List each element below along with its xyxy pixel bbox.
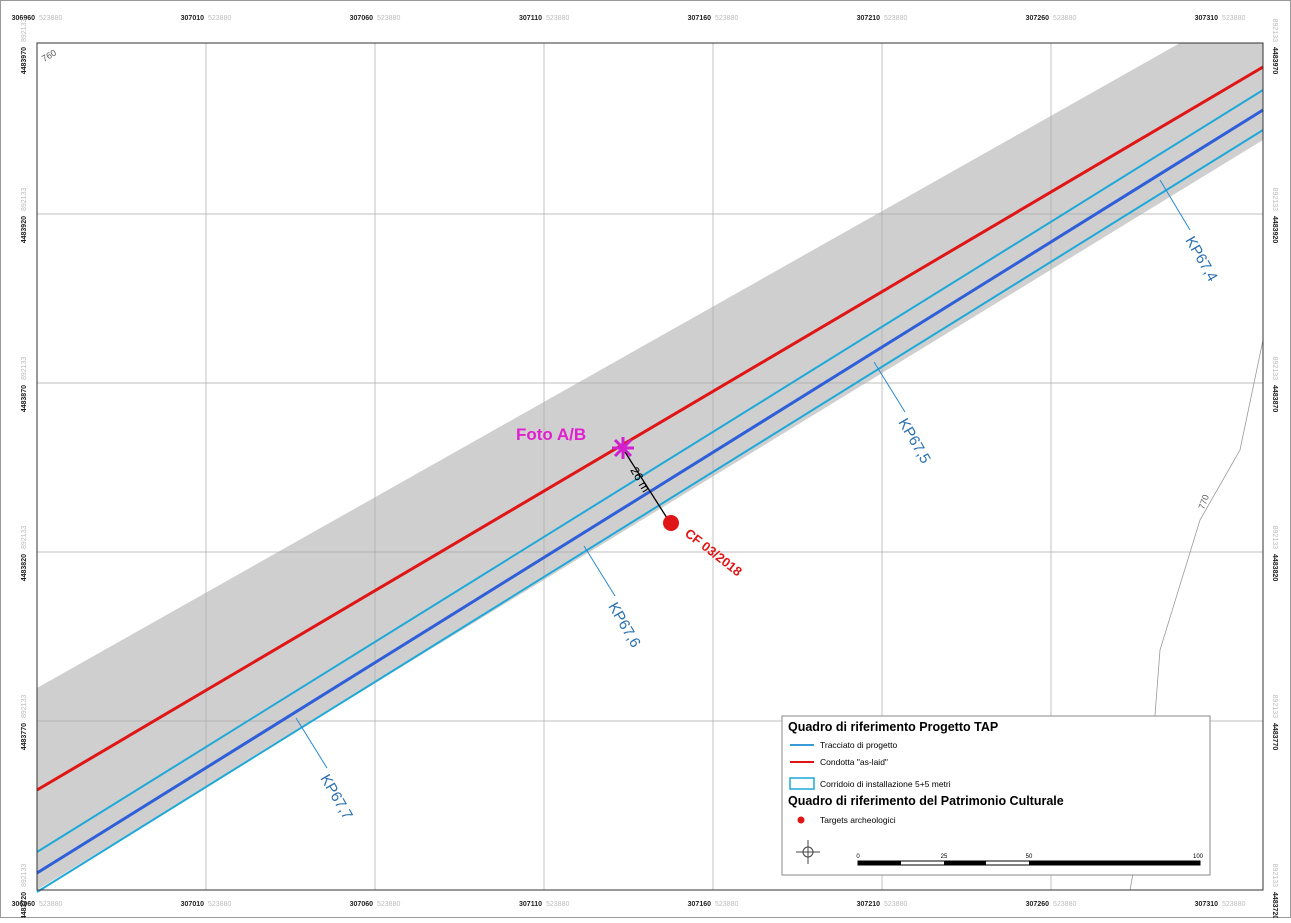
y-coord-label: 4483770 [1271, 723, 1278, 750]
y-coord-label: 4483820 [21, 554, 28, 581]
y-coord-label: 4483770 [21, 723, 28, 750]
x-coord-suffix: 523880 [377, 15, 400, 22]
x-coord-suffix: 523880 [715, 15, 738, 22]
x-coord-label: 307310 [1195, 15, 1218, 22]
x-coord-suffix: 523880 [546, 15, 569, 22]
legend-item: Tracciato di progetto [820, 740, 897, 750]
y-coord-suffix: 892133 [21, 188, 28, 211]
legend: Quadro di riferimento Progetto TAP Tracc… [782, 716, 1210, 875]
y-coord-label: 4483870 [1271, 385, 1278, 412]
map: 3069605238803069605238803070105238803070… [0, 0, 1291, 918]
legend-item: Corridoio di installazione 5+5 metri [820, 779, 951, 789]
scale-label: 25 [941, 854, 948, 860]
x-coord-label: 307010 [181, 15, 204, 22]
x-coord-suffix: 523880 [1053, 15, 1076, 22]
legend-title: Quadro di riferimento del Patrimonio Cul… [788, 794, 1064, 808]
y-coord-suffix: 892133 [1271, 695, 1278, 718]
x-coord-suffix: 523880 [884, 901, 907, 908]
x-coord-suffix: 523880 [1053, 901, 1076, 908]
y-coord-suffix: 892133 [1271, 19, 1278, 42]
x-coord-label: 307110 [519, 901, 542, 908]
x-coord-suffix: 523880 [208, 901, 231, 908]
x-coord-label: 307060 [350, 901, 373, 908]
x-coord-suffix: 523880 [39, 15, 62, 22]
x-coord-label: 307010 [181, 901, 204, 908]
x-coord-suffix: 523880 [715, 901, 738, 908]
y-coord-label: 4483870 [21, 385, 28, 412]
x-coord-label: 307110 [519, 15, 542, 22]
y-coord-suffix: 892133 [21, 526, 28, 549]
y-coord-suffix: 892133 [21, 19, 28, 42]
y-coord-suffix: 892133 [1271, 188, 1278, 211]
x-coord-label: 307260 [1026, 15, 1049, 22]
scale-label: 50 [1026, 854, 1033, 860]
x-coord-label: 307160 [688, 15, 711, 22]
legend-item: Condotta "as-laid" [820, 757, 888, 767]
y-coord-suffix: 892133 [1271, 864, 1278, 887]
scale-label: 100 [1193, 854, 1204, 860]
y-coord-suffix: 892133 [1271, 357, 1278, 380]
legend-title: Quadro di riferimento Progetto TAP [788, 720, 998, 734]
x-coord-suffix: 523880 [377, 901, 400, 908]
y-coord-label: 4483820 [1271, 554, 1278, 581]
x-coord-label: 307260 [1026, 901, 1049, 908]
y-coord-suffix: 892133 [1271, 526, 1278, 549]
x-coord-label: 307210 [857, 901, 880, 908]
y-coord-label: 4483970 [1271, 47, 1278, 74]
x-coord-label: 307060 [350, 15, 373, 22]
y-coord-label: 4483720 [1271, 892, 1278, 918]
y-coord-suffix: 892133 [21, 864, 28, 887]
y-coord-suffix: 892133 [21, 357, 28, 380]
legend-item: Targets archeologici [820, 815, 896, 825]
x-coord-suffix: 523880 [1222, 15, 1245, 22]
y-coord-suffix: 892133 [21, 695, 28, 718]
photo-label: Foto A/B [516, 425, 586, 444]
x-coord-suffix: 523880 [884, 15, 907, 22]
y-coord-label: 4483920 [21, 216, 28, 243]
legend-symbol [798, 817, 805, 824]
y-coord-label: 4483970 [21, 47, 28, 74]
x-coord-label: 307310 [1195, 901, 1218, 908]
photo-marker [612, 437, 634, 459]
y-coord-label: 4483720 [21, 892, 28, 918]
y-coord-label: 4483920 [1271, 216, 1278, 243]
x-coord-suffix: 523880 [1222, 901, 1245, 908]
x-coord-suffix: 523880 [208, 15, 231, 22]
x-coord-label: 307210 [857, 15, 880, 22]
x-coord-suffix: 523880 [39, 901, 62, 908]
x-coord-suffix: 523880 [546, 901, 569, 908]
x-coord-label: 307160 [688, 901, 711, 908]
target-marker [663, 515, 679, 531]
